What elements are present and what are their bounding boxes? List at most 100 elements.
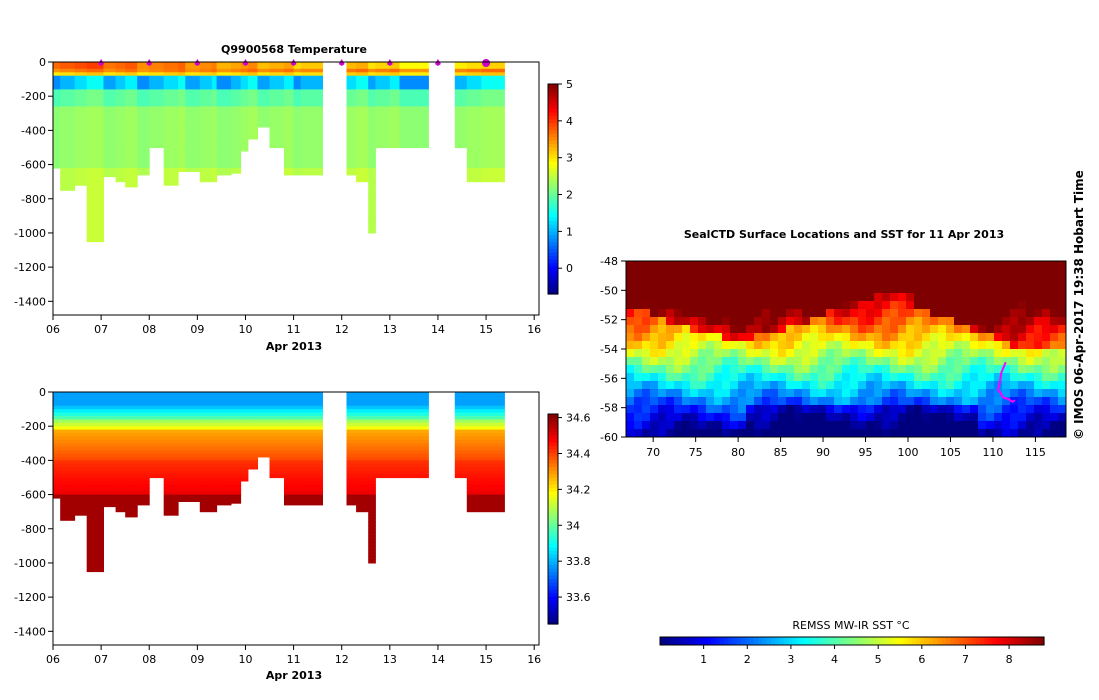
sst-cell (970, 357, 979, 366)
section-cell (454, 72, 468, 77)
section-cell (231, 79, 242, 84)
section-cell (375, 463, 391, 468)
lon-tick-label: 110 (982, 446, 1003, 459)
colorbar-swatch (548, 136, 558, 141)
section-cell (293, 484, 302, 489)
section-cell (300, 168, 323, 172)
section-cell (346, 453, 357, 458)
section-cell (240, 457, 249, 461)
lon-tick-label: 100 (898, 446, 919, 459)
colorbar-swatch (548, 554, 558, 559)
section-cell (74, 120, 88, 125)
section-cell (284, 439, 295, 444)
sst-cell (682, 317, 691, 326)
section-cell (216, 96, 232, 101)
sst-cell (1010, 269, 1019, 278)
sst-cell (906, 293, 915, 302)
sst-cell (834, 309, 843, 318)
section-cell (240, 82, 249, 87)
sst-cell (698, 293, 707, 302)
section-cell (240, 85, 249, 90)
section-cell (199, 446, 213, 451)
section-cell (199, 85, 213, 90)
sst-cell (802, 413, 811, 422)
section-cell (199, 154, 213, 159)
sst-cell (930, 357, 939, 366)
sst-colorbar-swatch (732, 637, 738, 645)
section-cell (216, 463, 232, 468)
section-cell (125, 511, 138, 516)
sst-cell (850, 349, 859, 358)
sst-colorbar-swatch (1039, 637, 1045, 645)
section-cell (368, 511, 376, 516)
section-cell (178, 405, 186, 410)
section-cell (240, 127, 249, 131)
section-cell (284, 79, 295, 84)
section-cell (346, 96, 357, 101)
section-cell (103, 463, 116, 468)
section-cell (60, 463, 76, 468)
sst-cell (770, 397, 779, 406)
sst-cell (842, 269, 851, 278)
section-cell (269, 75, 285, 80)
section-cell (389, 474, 400, 479)
section-cell (368, 144, 376, 149)
sst-cell (706, 285, 715, 294)
section-cell (86, 181, 104, 186)
sst-cell (874, 301, 883, 310)
sst-cell (970, 413, 979, 422)
temperature-title: Q9900568 Temperature (221, 43, 367, 56)
section-cell (74, 429, 88, 434)
sst-cell (642, 413, 651, 422)
section-cell (163, 508, 179, 513)
section-cell (211, 85, 218, 90)
section-cell (368, 474, 376, 479)
section-cell (60, 164, 76, 169)
sst-cell (866, 381, 875, 390)
section-cell (284, 96, 295, 101)
sst-cell (1058, 325, 1067, 334)
section-cell (60, 68, 76, 73)
sst-cell (650, 301, 659, 310)
section-cell (211, 463, 218, 468)
sst-cell (946, 429, 955, 438)
sst-colorbar-swatch (860, 637, 866, 645)
section-cell (149, 429, 165, 434)
sst-cell (874, 389, 883, 398)
sst-cell (762, 333, 771, 342)
section-cell (149, 422, 165, 427)
sst-cell (946, 381, 955, 390)
section-cell (60, 99, 76, 104)
sst-cell (682, 349, 691, 358)
section-cell (86, 556, 104, 561)
sst-cell (1026, 429, 1035, 438)
section-cell (389, 450, 400, 455)
sst-cell (978, 325, 987, 334)
sst-cell (898, 341, 907, 350)
section-cell (293, 92, 302, 97)
section-cell (211, 96, 218, 101)
sst-cell (858, 309, 867, 318)
section-cell (293, 470, 302, 475)
section-cell (125, 450, 138, 455)
colorbar-swatch (548, 276, 558, 281)
section-cell (115, 398, 126, 403)
section-cell (454, 79, 468, 84)
section-cell (368, 402, 376, 407)
section-cell (368, 127, 376, 131)
sst-cell (858, 293, 867, 302)
sst-cell (1018, 373, 1027, 382)
section-cell (481, 443, 505, 448)
sst-colorbar-frame (659, 636, 1045, 646)
section-cell (115, 491, 126, 496)
section-cell (300, 79, 323, 84)
sst-cell (1050, 261, 1059, 270)
section-cell (86, 92, 104, 97)
section-cell (137, 99, 150, 104)
section-cell (257, 422, 270, 427)
sst-cell (914, 365, 923, 374)
sst-cell (1026, 277, 1035, 286)
sst-cell (1034, 381, 1043, 390)
section-cell (399, 395, 429, 400)
sst-cell (938, 373, 947, 382)
